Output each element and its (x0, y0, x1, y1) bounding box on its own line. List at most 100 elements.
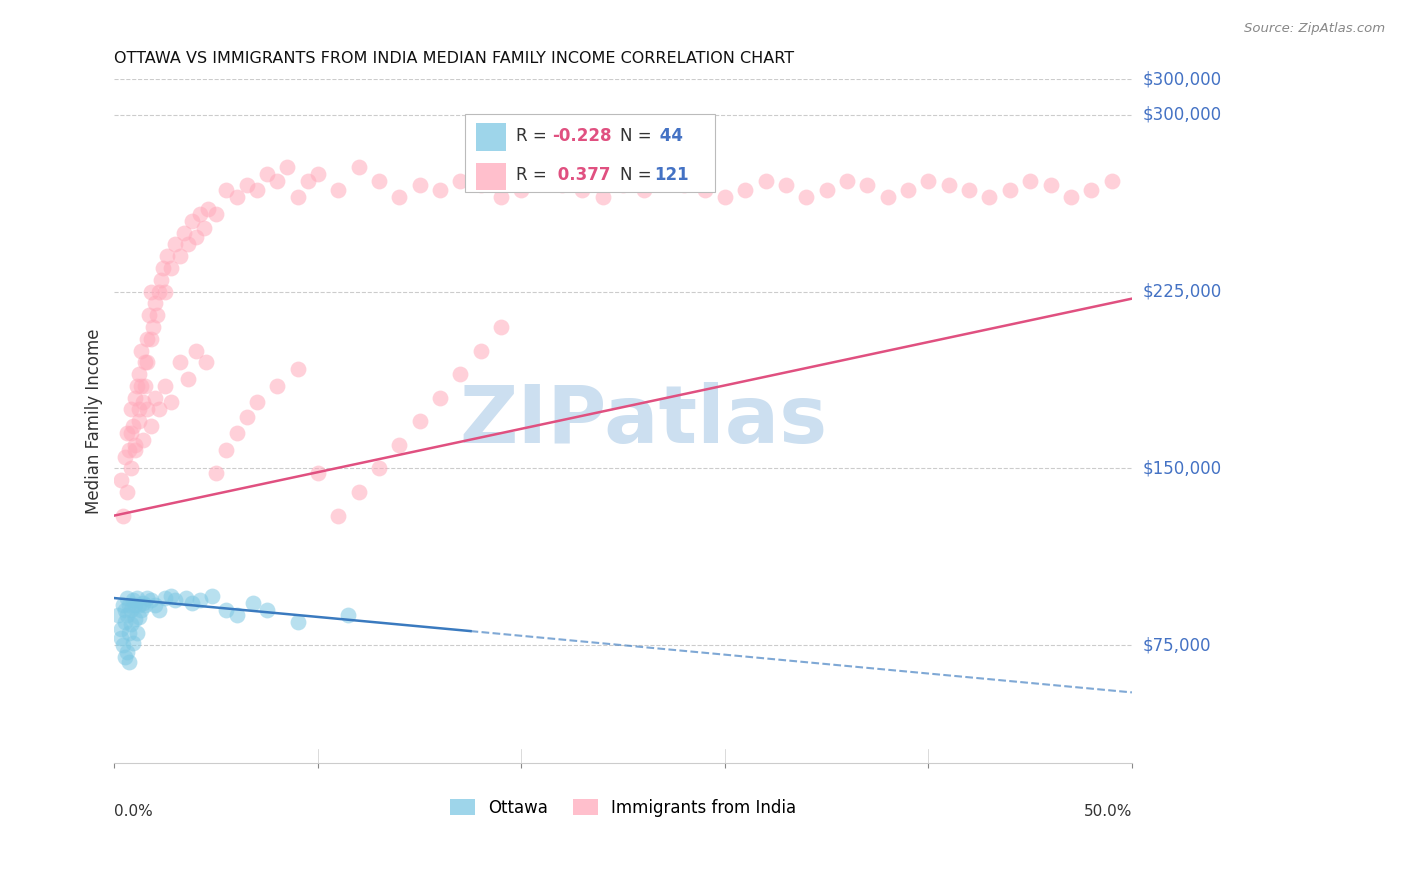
Point (139, 332, 162, 346)
Point (176, 372, 198, 386)
Point (111, 598, 134, 612)
Point (132, 596, 155, 610)
Point (124, 612, 146, 626)
Point (246, 183, 269, 197)
Point (755, 174, 778, 188)
Point (287, 190, 309, 204)
Text: Source: ZipAtlas.com: Source: ZipAtlas.com (1244, 22, 1385, 36)
Point (917, 174, 939, 188)
Point (388, 190, 411, 204)
Point (120, 617, 142, 632)
Point (1019, 174, 1042, 188)
Point (1039, 178, 1062, 193)
Point (136, 591, 159, 605)
Point (124, 391, 146, 405)
Point (938, 178, 960, 193)
Point (128, 598, 150, 612)
Point (134, 355, 156, 369)
Point (155, 379, 177, 393)
Point (118, 626, 141, 640)
Point (673, 178, 696, 193)
Point (957, 183, 980, 197)
Point (328, 508, 350, 523)
Text: 50.0%: 50.0% (1084, 805, 1132, 819)
Point (215, 603, 238, 617)
Point (215, 442, 238, 457)
Point (124, 442, 146, 457)
Point (856, 178, 879, 193)
Point (138, 308, 160, 322)
Point (118, 655, 141, 669)
Text: $300,000: $300,000 (1143, 106, 1222, 124)
Point (120, 402, 142, 417)
Point (571, 183, 593, 197)
Point (287, 615, 309, 629)
Point (142, 320, 165, 334)
Point (429, 391, 451, 405)
Point (195, 355, 218, 369)
Point (205, 207, 228, 221)
Text: $150,000: $150,000 (1143, 459, 1222, 477)
Point (128, 414, 150, 428)
Y-axis label: Median Family Income: Median Family Income (86, 328, 103, 514)
Point (215, 183, 238, 197)
Point (489, 320, 512, 334)
Point (114, 615, 136, 629)
Point (134, 598, 156, 612)
Point (143, 391, 166, 405)
Point (132, 433, 155, 447)
Point (256, 167, 278, 181)
Point (979, 190, 1001, 204)
Point (256, 603, 278, 617)
Point (115, 485, 138, 500)
Point (835, 174, 858, 188)
Point (307, 466, 329, 480)
Point (143, 296, 166, 310)
Point (118, 442, 141, 457)
Point (775, 178, 797, 193)
Text: R =: R = (516, 127, 553, 145)
Point (592, 190, 614, 204)
Point (297, 174, 319, 188)
Point (347, 485, 370, 500)
Point (139, 419, 162, 434)
Point (1101, 174, 1123, 188)
Point (287, 362, 309, 376)
Text: 44: 44 (654, 127, 683, 145)
Point (449, 174, 471, 188)
Point (652, 174, 675, 188)
Point (205, 466, 228, 480)
FancyBboxPatch shape (475, 162, 506, 190)
Point (114, 450, 136, 464)
Point (125, 379, 148, 393)
Point (124, 438, 146, 452)
Point (136, 402, 159, 417)
Point (129, 603, 152, 617)
Point (169, 355, 191, 369)
Text: N =: N = (620, 127, 657, 145)
Point (128, 367, 150, 381)
Point (114, 603, 136, 617)
Point (155, 591, 177, 605)
Point (184, 343, 207, 358)
Point (815, 183, 838, 197)
Text: OTTAWA VS IMMIGRANTS FROM INDIA MEDIAN FAMILY INCOME CORRELATION CHART: OTTAWA VS IMMIGRANTS FROM INDIA MEDIAN F… (114, 51, 794, 66)
Point (246, 395, 269, 409)
Point (176, 237, 198, 252)
Point (110, 631, 132, 645)
Point (115, 425, 138, 440)
Point (114, 650, 136, 665)
Point (998, 183, 1021, 197)
Point (328, 183, 350, 197)
Text: $300,000: $300,000 (1143, 70, 1222, 88)
Point (111, 508, 134, 523)
Text: ZIPatlas: ZIPatlas (460, 383, 828, 460)
Point (235, 178, 257, 193)
Point (160, 589, 183, 603)
Point (160, 260, 183, 275)
Point (121, 636, 143, 650)
Point (120, 603, 142, 617)
Point (876, 190, 898, 204)
Point (408, 414, 430, 428)
Point (188, 207, 211, 221)
